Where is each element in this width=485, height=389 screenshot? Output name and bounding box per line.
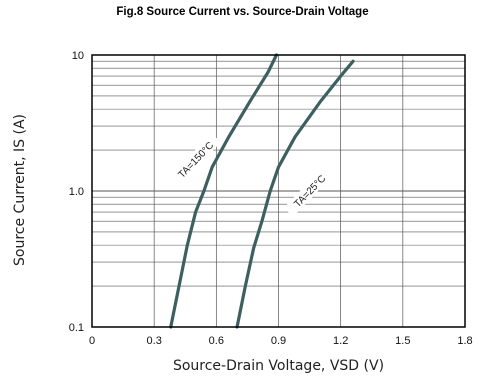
y-tick-label: 10 xyxy=(72,50,84,62)
grid xyxy=(91,55,466,328)
x-tick-label: 1.2 xyxy=(333,335,348,347)
x-tick-label: 1.8 xyxy=(457,335,472,347)
x-tick-label: 0.9 xyxy=(271,335,286,347)
series-label-background xyxy=(283,164,335,217)
series-line xyxy=(169,53,279,329)
chart-title: Fig.8 Source Current vs. Source-Drain Vo… xyxy=(116,6,369,18)
series-label-background xyxy=(169,133,221,186)
series-line xyxy=(235,59,355,329)
x-tick-label: 0 xyxy=(89,335,95,347)
x-tick-label: 1.5 xyxy=(395,335,410,347)
x-tick-label: 0.3 xyxy=(147,335,162,347)
y-tick-label: 1.0 xyxy=(69,186,84,198)
x-axis-label: Source-Drain Voltage, VSD (V) xyxy=(172,358,385,374)
curves xyxy=(169,53,355,329)
tick-labels: 0 0.3 0.6 0.9 1.2 1.5 1.8 0.1 1.0 10 xyxy=(69,50,473,347)
plot-frame xyxy=(91,54,466,328)
y-axis-label: Source Current, IS (A) xyxy=(12,114,28,266)
x-tick-label: 0.6 xyxy=(209,335,224,347)
y-tick-label: 0.1 xyxy=(69,322,84,334)
